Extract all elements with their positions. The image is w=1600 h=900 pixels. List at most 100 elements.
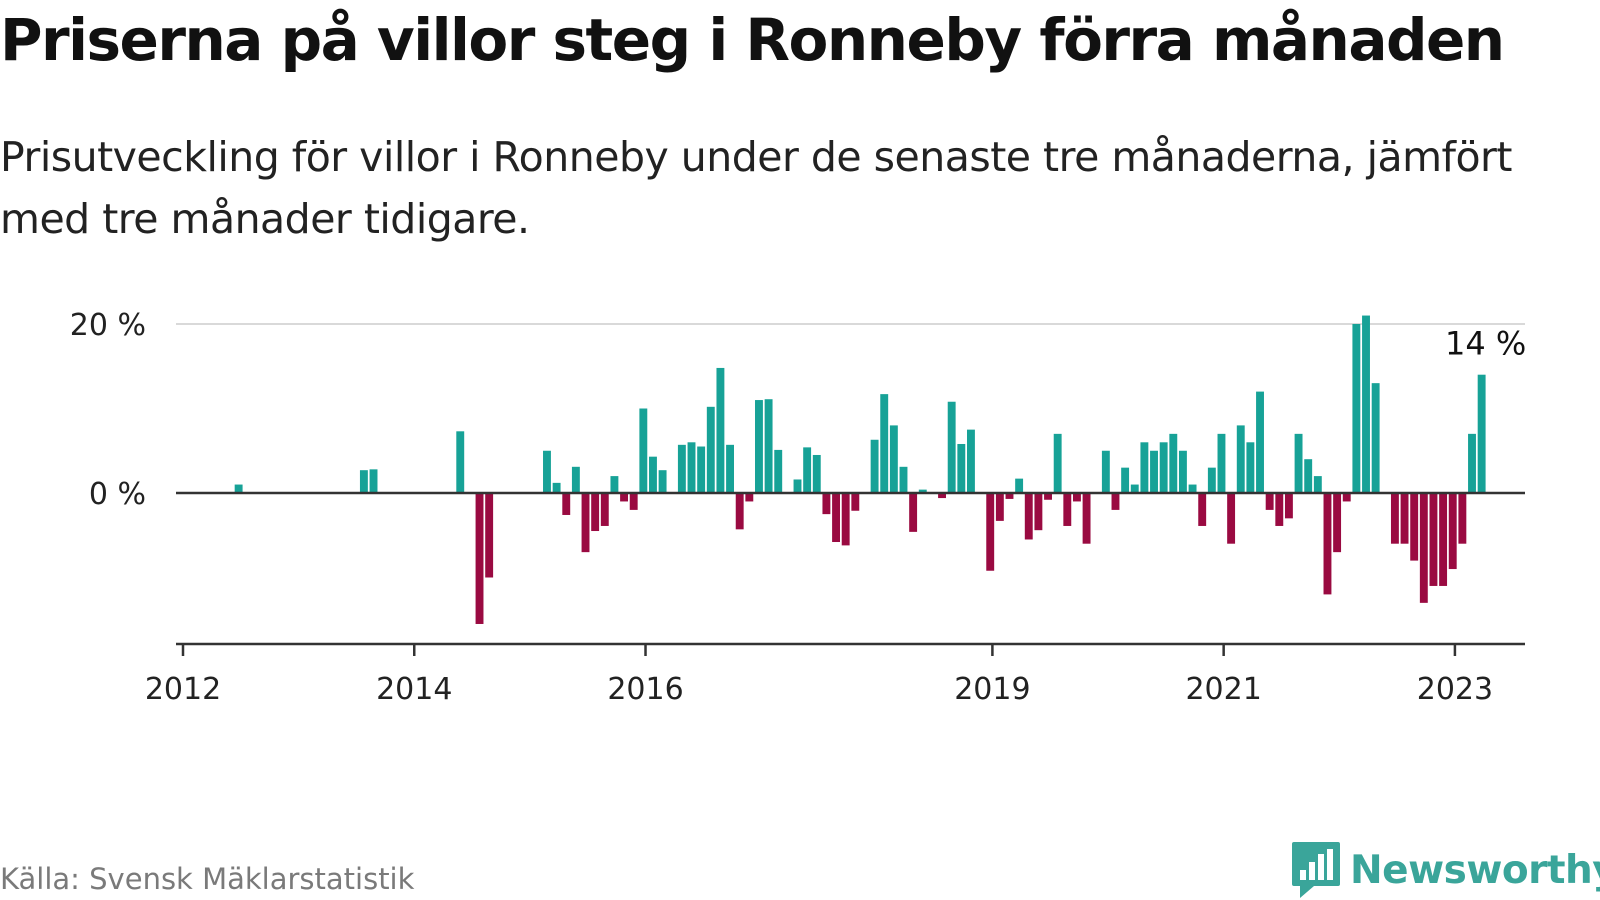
bar [841, 493, 850, 546]
bar [543, 450, 551, 493]
bar [803, 447, 812, 493]
bar [552, 482, 561, 493]
bar [1121, 467, 1130, 493]
bar [1400, 493, 1409, 544]
bar [1159, 442, 1168, 493]
chart-title: Priserna på villor steg i Ronneby förra … [0, 6, 1505, 74]
bar [1188, 484, 1197, 493]
bar [851, 493, 860, 511]
bar [649, 456, 657, 493]
bar [1169, 433, 1178, 493]
bar [1072, 493, 1081, 502]
bar [1458, 493, 1467, 544]
bar [1477, 374, 1486, 493]
bar [1390, 493, 1399, 544]
bar [889, 425, 898, 493]
bar [1053, 433, 1062, 493]
bar [947, 401, 956, 493]
bar [1371, 383, 1380, 493]
bar [1294, 433, 1303, 493]
bar [812, 454, 821, 493]
bar [369, 469, 378, 493]
bar [475, 493, 484, 624]
bar [1419, 493, 1428, 603]
bar [562, 493, 571, 515]
bar [957, 443, 966, 493]
bars [234, 315, 1486, 624]
bar [1111, 493, 1120, 510]
bar [1150, 450, 1158, 493]
bar [677, 444, 686, 493]
bar [591, 493, 600, 532]
axes [176, 491, 1525, 656]
bar [1082, 493, 1091, 544]
bar [658, 470, 667, 493]
bar [793, 479, 802, 493]
bar [1101, 450, 1110, 493]
bar [234, 484, 243, 493]
x-tick-label: 2021 [1185, 672, 1261, 707]
bar [1198, 493, 1207, 526]
bar [359, 470, 368, 493]
bar [1140, 442, 1149, 493]
brand-logo: Newsworthy [1290, 840, 1600, 900]
bar [1044, 493, 1052, 500]
x-tick-label: 2019 [954, 672, 1030, 707]
bar [456, 431, 465, 493]
bar [735, 493, 744, 530]
bar [610, 476, 619, 493]
bar [1284, 493, 1293, 519]
bar [880, 394, 889, 493]
bar [1275, 493, 1284, 526]
bar [1362, 315, 1370, 493]
bar [938, 493, 946, 499]
bar [822, 493, 831, 515]
bar [909, 493, 918, 532]
bar [1005, 493, 1014, 499]
source-note: Källa: Svensk Mäklarstatistik [0, 862, 415, 896]
bar [1227, 493, 1236, 544]
bar [1468, 433, 1476, 493]
bar [716, 367, 725, 493]
bar-chart: 0 % 20 % 2012 2014 2016 2019 2021 2023 14 % [70, 308, 1527, 707]
bar [1207, 467, 1216, 493]
bar [639, 408, 648, 493]
bar [1246, 442, 1255, 493]
x-tick-label: 2012 [145, 672, 221, 707]
bar [1352, 324, 1361, 493]
bar [571, 466, 580, 493]
bar [1256, 391, 1264, 493]
bar [600, 493, 609, 526]
bar [1313, 476, 1322, 493]
bar [1304, 459, 1313, 493]
y-tick-label: 0 % [89, 477, 146, 512]
bar [1323, 493, 1332, 595]
bar [1439, 493, 1448, 586]
bar [870, 439, 879, 493]
bar [774, 449, 783, 493]
brand-name: Newsworthy [1350, 847, 1600, 893]
bar [832, 493, 840, 543]
chart-subtitle: Prisutveckling för villor i Ronneby unde… [0, 133, 1512, 243]
tick-labels: 0 % 20 % 2012 2014 2016 2019 2021 2023 14 % [70, 308, 1527, 707]
bar [899, 466, 908, 493]
bar [1034, 493, 1043, 531]
bar [918, 489, 927, 493]
bar [1236, 425, 1245, 493]
x-tick-label: 2014 [376, 672, 452, 707]
bar [1024, 493, 1033, 540]
bar [1178, 450, 1187, 493]
bar [1063, 493, 1072, 526]
bar [986, 493, 995, 571]
bar [755, 400, 763, 493]
x-tick-label: 2016 [607, 672, 683, 707]
bar [706, 406, 715, 493]
bar [1342, 493, 1351, 502]
bar [1448, 493, 1457, 570]
bar-chart-logo-icon [1292, 842, 1340, 898]
bar [485, 493, 494, 578]
bar [995, 493, 1004, 521]
bar [967, 429, 975, 494]
bar [1333, 493, 1342, 553]
y-tick-label: 20 % [70, 308, 146, 343]
